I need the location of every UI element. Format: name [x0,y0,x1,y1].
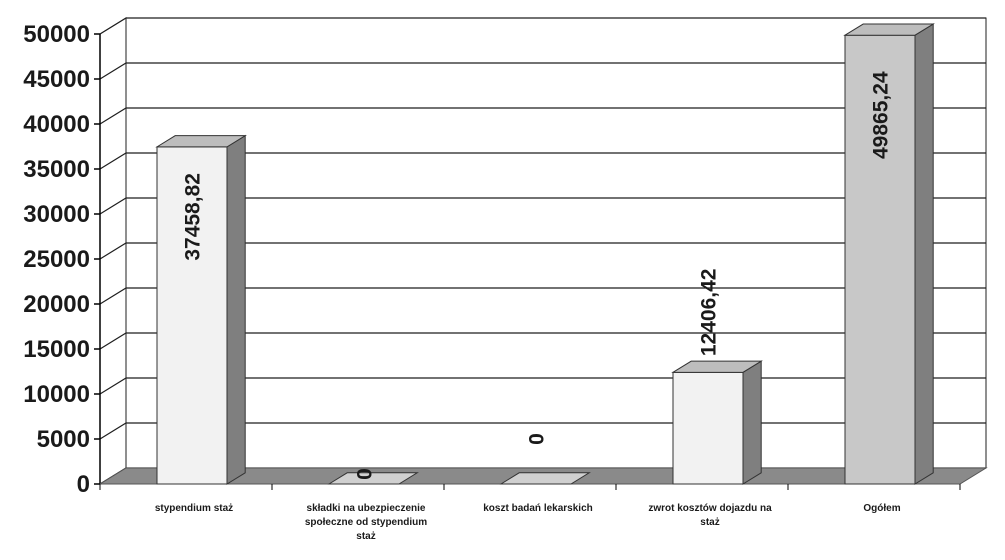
data-label: 49865,24 [870,71,893,159]
bar-zero [499,472,591,485]
y-tick-label: 20000 [23,291,90,318]
bar-front [844,34,916,485]
x-category-label: koszt badań lekarskich [483,503,593,514]
gridline [99,287,986,305]
gridline [99,152,986,170]
x-category-label: społeczne od stypendium [305,517,427,528]
x-category-label: zwrot kosztów dojazdu na [648,503,772,514]
y-tick-label: 5000 [37,426,90,453]
x-category-label: stypendium staż [155,503,233,514]
gridline [99,107,986,125]
x-category-label: staż [700,517,719,528]
bar-front [156,146,228,485]
y-tick-label: 45000 [23,66,90,93]
y-tick-label: 10000 [23,381,90,408]
gridline [99,332,986,350]
bar-front [672,371,744,485]
y-tick-label: 15000 [23,336,90,363]
gridline [99,242,986,260]
gridline [99,197,986,215]
y-tick-label: 40000 [23,111,90,138]
bar-side [914,23,934,485]
gridline [99,17,986,35]
y-tick-label: 50000 [23,21,90,48]
y-tick-label: 0 [77,471,90,498]
bar-side [226,134,246,485]
data-label: 0 [354,468,377,480]
bar-zero [327,472,419,485]
bar-top [155,135,247,148]
gridline [99,62,986,80]
y-tick-label: 35000 [23,156,90,183]
y-tick-label: 30000 [23,201,90,228]
data-label: 0 [526,433,549,445]
data-label: 12406,42 [698,269,721,357]
data-label: 37458,82 [182,173,205,261]
x-category-label: staż [356,531,375,542]
bar-top [843,23,935,36]
y-tick-label: 25000 [23,246,90,273]
bar-top [671,360,763,373]
x-category-label: składki na ubezpieczenie [307,503,426,514]
bar-side [742,360,762,485]
x-category-label: Ogółem [863,503,900,514]
